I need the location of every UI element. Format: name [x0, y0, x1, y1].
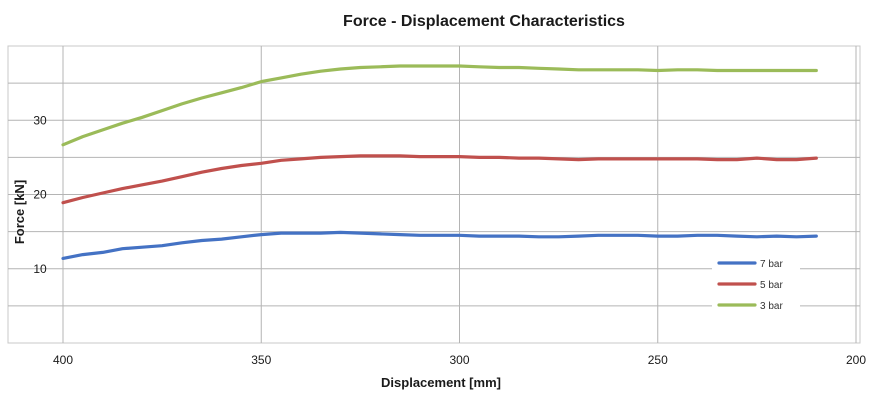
legend-label: 7 bar: [760, 259, 783, 270]
series-lines: [61, 64, 818, 260]
legend-label: 5 bar: [760, 280, 783, 291]
legend-label: 3 bar: [760, 301, 783, 312]
x-tick-label: 250: [648, 353, 668, 367]
legend: 7 bar 5 bar 3 bar: [712, 250, 800, 320]
y-tick-label: 30: [33, 113, 47, 127]
x-tick-label: 300: [449, 353, 469, 367]
y-tick-label: 20: [33, 188, 47, 202]
series-line-3-bar: [61, 64, 818, 147]
y-axis-title: Force [kN]: [12, 180, 27, 244]
series-line-7-bar: [61, 230, 818, 260]
x-tick-label: 200: [846, 353, 866, 367]
y-tick-labels: 10 20 30: [33, 113, 47, 276]
y-gridlines: [8, 82, 860, 307]
x-tick-label: 350: [251, 353, 271, 367]
y-tick-label: 10: [33, 262, 47, 276]
x-axis-title: Displacement [mm]: [381, 375, 501, 390]
x-tick-labels: 400 350 300 250 200: [53, 353, 866, 367]
chart-title: Force - Displacement Characteristics: [343, 13, 625, 30]
x-gridlines: [62, 46, 857, 343]
x-tick-label: 400: [53, 353, 73, 367]
series-line-5-bar: [61, 154, 818, 205]
